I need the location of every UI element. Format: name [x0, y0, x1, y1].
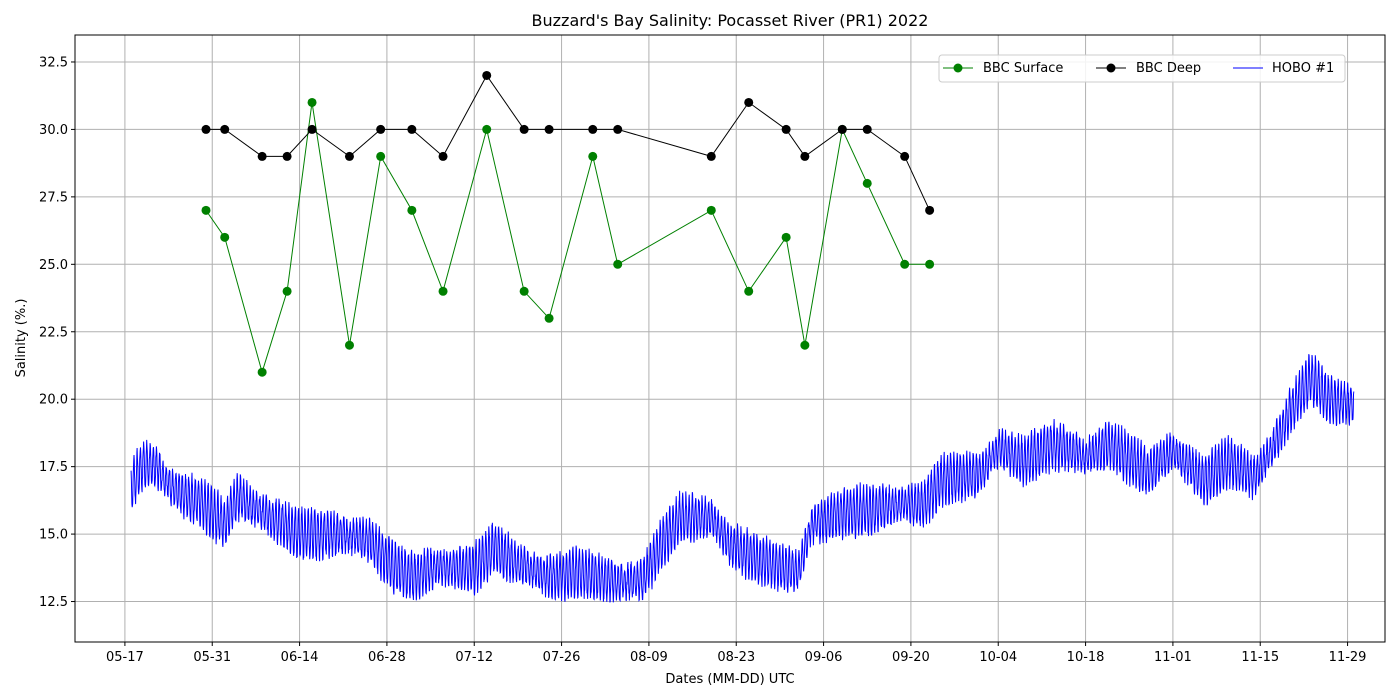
x-tick-label: 06-28 — [368, 650, 406, 665]
data-point-bbc-surface — [376, 151, 386, 161]
data-point-bbc-surface — [438, 286, 448, 296]
data-point-bbc-surface — [220, 232, 230, 242]
x-tick-label: 05-17 — [106, 650, 144, 665]
y-tick-label: 17.5 — [39, 460, 68, 475]
x-tick-label: 11-29 — [1329, 650, 1367, 665]
data-point-bbc-surface — [407, 205, 417, 215]
x-tick-label: 05-31 — [193, 650, 231, 665]
y-tick-label: 27.5 — [39, 190, 68, 205]
legend-marker-bbc-surface — [953, 63, 963, 73]
legend-item-bbc-surface: BBC Surface — [943, 61, 1063, 76]
data-point-bbc-deep — [900, 151, 910, 161]
series-line-hobo — [130, 354, 1355, 603]
data-point-bbc-deep — [201, 124, 211, 134]
x-tick-label: 09-06 — [805, 650, 843, 665]
axes-frame — [74, 34, 1386, 643]
data-point-bbc-deep — [282, 151, 292, 161]
y-tick-label: 15.0 — [39, 528, 68, 543]
legend-item-hobo: HOBO #1 — [1233, 61, 1334, 76]
legend-label-bbc-deep: BBC Deep — [1136, 61, 1201, 76]
x-tick-label: 10-18 — [1067, 650, 1105, 665]
data-point-bbc-surface — [544, 313, 554, 323]
x-tick-label: 08-23 — [717, 650, 755, 665]
data-point-bbc-surface — [900, 259, 910, 269]
legend-marker-bbc-deep — [1106, 63, 1116, 73]
data-point-bbc-surface — [201, 205, 211, 215]
legend-item-bbc-deep: BBC Deep — [1096, 61, 1201, 76]
x-tick-label: 11-01 — [1154, 650, 1192, 665]
series-line-bbc-surface — [205, 102, 930, 374]
y-axis-label: Salinity (%.) — [14, 299, 29, 378]
data-point-bbc-deep — [862, 124, 872, 134]
x-tick-label: 09-20 — [892, 650, 930, 665]
data-point-bbc-surface — [800, 340, 810, 350]
legend-label-hobo: HOBO #1 — [1272, 61, 1334, 76]
data-point-bbc-deep — [344, 151, 354, 161]
y-tick-label: 32.5 — [39, 55, 68, 70]
data-point-bbc-deep — [588, 124, 598, 134]
x-tick-label: 10-04 — [979, 650, 1017, 665]
x-tick-label: 07-26 — [543, 650, 581, 665]
chart-title: Buzzard's Bay Salinity: Pocasset River (… — [532, 11, 929, 30]
data-point-bbc-deep — [925, 205, 935, 215]
data-point-bbc-deep — [376, 124, 386, 134]
data-point-bbc-surface — [344, 340, 354, 350]
data-point-bbc-deep — [800, 151, 810, 161]
x-axis: 05-17 05-31 06-14 06-28 07-12 07-26 08-09 08-23… — [106, 642, 1366, 665]
y-tick-label: 20.0 — [39, 393, 68, 408]
data-point-bbc-deep — [706, 151, 716, 161]
y-tick-label: 12.5 — [39, 595, 68, 610]
data-point-bbc-deep — [257, 151, 267, 161]
data-point-bbc-surface — [307, 97, 317, 107]
data-point-bbc-surface — [744, 286, 754, 296]
legend-label-bbc-surface: BBC Surface — [983, 61, 1063, 76]
y-tick-label: 22.5 — [39, 325, 68, 340]
x-tick-label: 11-15 — [1241, 650, 1279, 665]
data-point-bbc-deep — [407, 124, 417, 134]
x-tick-label: 06-14 — [281, 650, 319, 665]
data-point-bbc-deep — [781, 124, 791, 134]
data-point-bbc-surface — [781, 232, 791, 242]
data-point-bbc-deep — [744, 97, 754, 107]
y-tick-label: 30.0 — [39, 123, 68, 138]
data-point-bbc-deep — [837, 124, 847, 134]
data-point-bbc-surface — [706, 205, 716, 215]
data-point-bbc-deep — [438, 151, 448, 161]
data-point-bbc-surface — [257, 367, 267, 377]
data-point-bbc-surface — [588, 151, 598, 161]
grid — [75, 35, 1385, 642]
data-point-bbc-deep — [613, 124, 623, 134]
data-point-bbc-surface — [862, 178, 872, 188]
data-point-bbc-surface — [925, 259, 935, 269]
data-point-bbc-deep — [519, 124, 529, 134]
y-axis: 12.5 15.0 17.5 20.0 22.5 25.0 27.5 30.0 32.5 — [39, 55, 75, 610]
x-tick-label: 07-12 — [455, 650, 493, 665]
data-point-bbc-surface — [613, 259, 623, 269]
series-line-bbc-deep — [206, 74, 931, 211]
data-point-bbc-deep — [482, 70, 492, 80]
plot-area — [130, 70, 1355, 603]
x-axis-label: Dates (MM-DD) UTC — [665, 672, 794, 687]
data-point-bbc-surface — [482, 124, 492, 134]
data-point-bbc-deep — [544, 124, 554, 134]
data-point-bbc-deep — [220, 124, 230, 134]
data-point-bbc-deep — [307, 124, 317, 134]
legend-box — [938, 54, 1346, 83]
x-tick-label: 08-09 — [630, 650, 668, 665]
legend: BBC Surface BBC Deep HOBO #1 — [938, 54, 1346, 83]
y-tick-label: 25.0 — [39, 258, 68, 273]
data-point-bbc-surface — [519, 286, 529, 296]
data-point-bbc-surface — [282, 286, 292, 296]
